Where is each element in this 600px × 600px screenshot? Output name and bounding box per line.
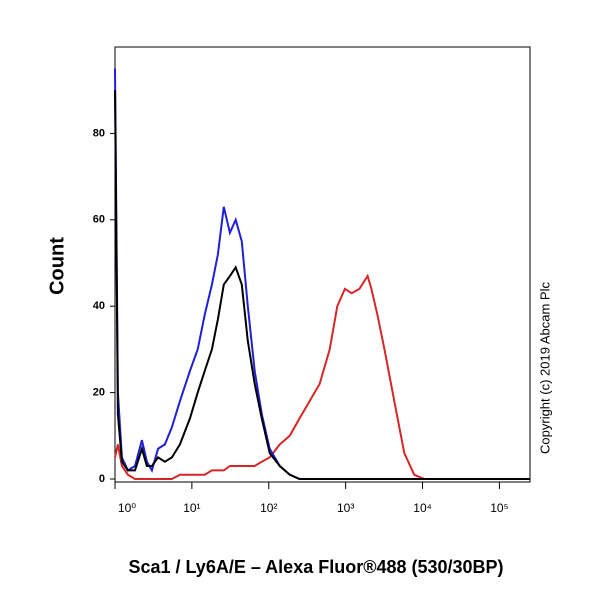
histogram-line [114,90,530,480]
y-axis-label: Count [46,237,68,295]
y-tick-label: 0 [99,473,105,485]
x-tick-label: 10³ [337,501,354,515]
y-tick-label: 60 [93,214,105,226]
copyright: Copyright (c) 2019 Abcam Plc [537,282,552,454]
x-tick-label: 10⁰ [118,501,136,515]
y-tick-label: 40 [93,300,105,312]
x-tick-label: 10⁴ [413,501,432,515]
x-tick-label: 10¹ [183,501,200,515]
x-tick-label: 10² [260,501,277,515]
y-tick-label: 80 [93,127,105,139]
y-tick-label: 20 [93,387,105,399]
histogram-line [114,68,530,480]
histogram-line [114,273,530,480]
x-axis-label: Sca1 / Ly6A/E – Alexa Fluor®488 (530/30B… [128,557,503,577]
plot-frame [114,46,531,483]
x-tick-label: 10⁵ [490,501,508,515]
